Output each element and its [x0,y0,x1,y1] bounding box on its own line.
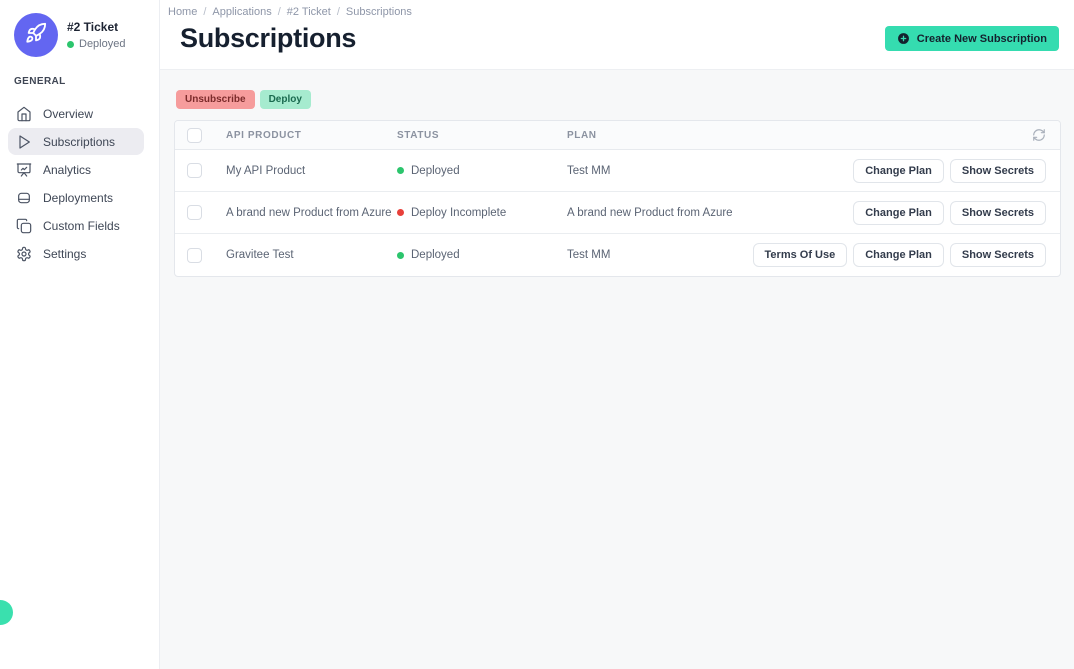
show-secrets-button[interactable]: Show Secrets [949,158,1046,183]
row-checkbox[interactable] [187,163,202,178]
show-secrets-button[interactable]: Show Secrets [949,200,1046,225]
cell-actions: Change Plan Show Secrets [853,200,1046,225]
cell-plan: A brand new Product from Azure [567,206,733,219]
breadcrumb-app[interactable]: #2 Ticket [286,6,331,18]
row-checkbox[interactable] [187,247,202,263]
bulk-actions: Unsubscribe Deploy [176,90,1061,109]
title-row: Subscriptions Create New Subscription [168,23,1059,54]
topbar: Home / Applications / #2 Ticket / Subscr… [160,0,1074,70]
change-plan-button[interactable]: Change Plan [853,158,944,183]
show-secrets-button[interactable]: Show Secrets [949,243,1046,267]
sidebar-item-label: Analytics [43,162,92,177]
unsubscribe-button[interactable]: Unsubscribe [176,90,255,109]
table-header-row: API PRODUCT STATUS PLAN [175,121,1060,150]
table-row: Gravitee Test Deployed Test MM Terms Of … [175,234,1060,276]
status-label: Deployed [411,164,460,177]
rocket-icon [25,22,47,49]
page-title: Subscriptions [180,23,357,53]
column-header-api-product: API PRODUCT [226,129,302,141]
status-dot [67,40,74,48]
sidebar-item-settings[interactable]: Settings [8,240,144,267]
cell-plan: Test MM [567,164,611,177]
sidebar-item-overview[interactable]: Overview [8,100,144,127]
help-widget-button[interactable] [0,600,13,625]
row-checkbox[interactable] [187,205,202,220]
select-all-checkbox[interactable] [187,127,202,143]
status-label: Deployed [411,249,460,261]
cell-actions: Terms Of Use Change Plan Show Secrets [752,243,1046,267]
cell-status: Deployed [397,249,567,261]
terms-of-use-button[interactable]: Terms Of Use [752,243,848,267]
presentation-chart-icon [16,162,32,178]
app-status: Deployed [67,38,125,50]
create-subscription-button[interactable]: Create New Subscription [884,26,1059,51]
subscriptions-table: API PRODUCT STATUS PLAN My API Product D… [174,120,1061,277]
app-card: #2 Ticket Deployed [0,0,159,57]
status-dot [397,209,404,216]
breadcrumb-applications[interactable]: Applications [212,6,272,18]
cell-api-product: Gravitee Test [226,249,294,261]
cell-status: Deploy Incomplete [397,207,567,219]
content: Unsubscribe Deploy API PRODUCT STATUS PL… [160,70,1074,669]
breadcrumb-separator: / [336,6,340,18]
table-row: My API Product Deployed Test MM Change P… [175,150,1060,192]
gear-icon [16,246,32,262]
play-icon [16,134,32,150]
sidebar-item-analytics[interactable]: Analytics [8,156,144,183]
plus-circle-icon [897,32,910,45]
status-label: Deploy Incomplete [411,206,507,219]
sidebar-item-label: Settings [43,246,87,261]
breadcrumb-separator: / [203,6,207,18]
cell-api-product: My API Product [226,164,306,177]
create-subscription-label: Create New Subscription [916,32,1047,45]
table-row: A brand new Product from Azure Deploy In… [175,192,1060,234]
breadcrumb-current: Subscriptions [345,6,412,18]
sidebar-item-label: Overview [43,106,94,121]
change-plan-button[interactable]: Change Plan [853,200,944,225]
app-status-label: Deployed [79,38,126,50]
cell-api-product: A brand new Product from Azure [226,206,392,219]
main-area: Home / Applications / #2 Ticket / Subscr… [160,0,1074,669]
column-header-status: STATUS [397,129,440,141]
tray-icon [16,190,32,206]
cell-plan: Test MM [567,249,611,261]
column-header-plan: PLAN [567,129,597,141]
breadcrumb: Home / Applications / #2 Ticket / Subscr… [168,6,1059,18]
status-dot [397,251,404,259]
sidebar-item-label: Custom Fields [43,218,120,233]
sidebar-item-label: Subscriptions [43,134,116,149]
deploy-button[interactable]: Deploy [259,90,311,109]
change-plan-button[interactable]: Change Plan [853,243,944,267]
cell-actions: Change Plan Show Secrets [853,158,1046,183]
sidebar: #2 Ticket Deployed GENERAL Overview Subs… [0,0,160,669]
status-dot [397,167,404,174]
sidebar-item-label: Deployments [43,190,114,205]
app-avatar [14,13,58,57]
cell-status: Deployed [397,165,567,177]
sidebar-nav: Overview Subscriptions Analytics Deploym… [0,100,159,268]
sidebar-section-label: GENERAL [14,76,66,87]
sidebar-item-deployments[interactable]: Deployments [8,184,144,211]
app-meta: #2 Ticket Deployed [67,20,125,50]
refresh-icon[interactable] [1032,128,1046,142]
sidebar-item-custom-fields[interactable]: Custom Fields [8,212,144,239]
breadcrumb-home[interactable]: Home [168,6,198,18]
pages-icon [16,218,32,234]
home-icon [16,106,32,122]
app-name: #2 Ticket [67,20,119,34]
breadcrumb-separator: / [277,6,281,18]
sidebar-item-subscriptions[interactable]: Subscriptions [8,128,144,155]
